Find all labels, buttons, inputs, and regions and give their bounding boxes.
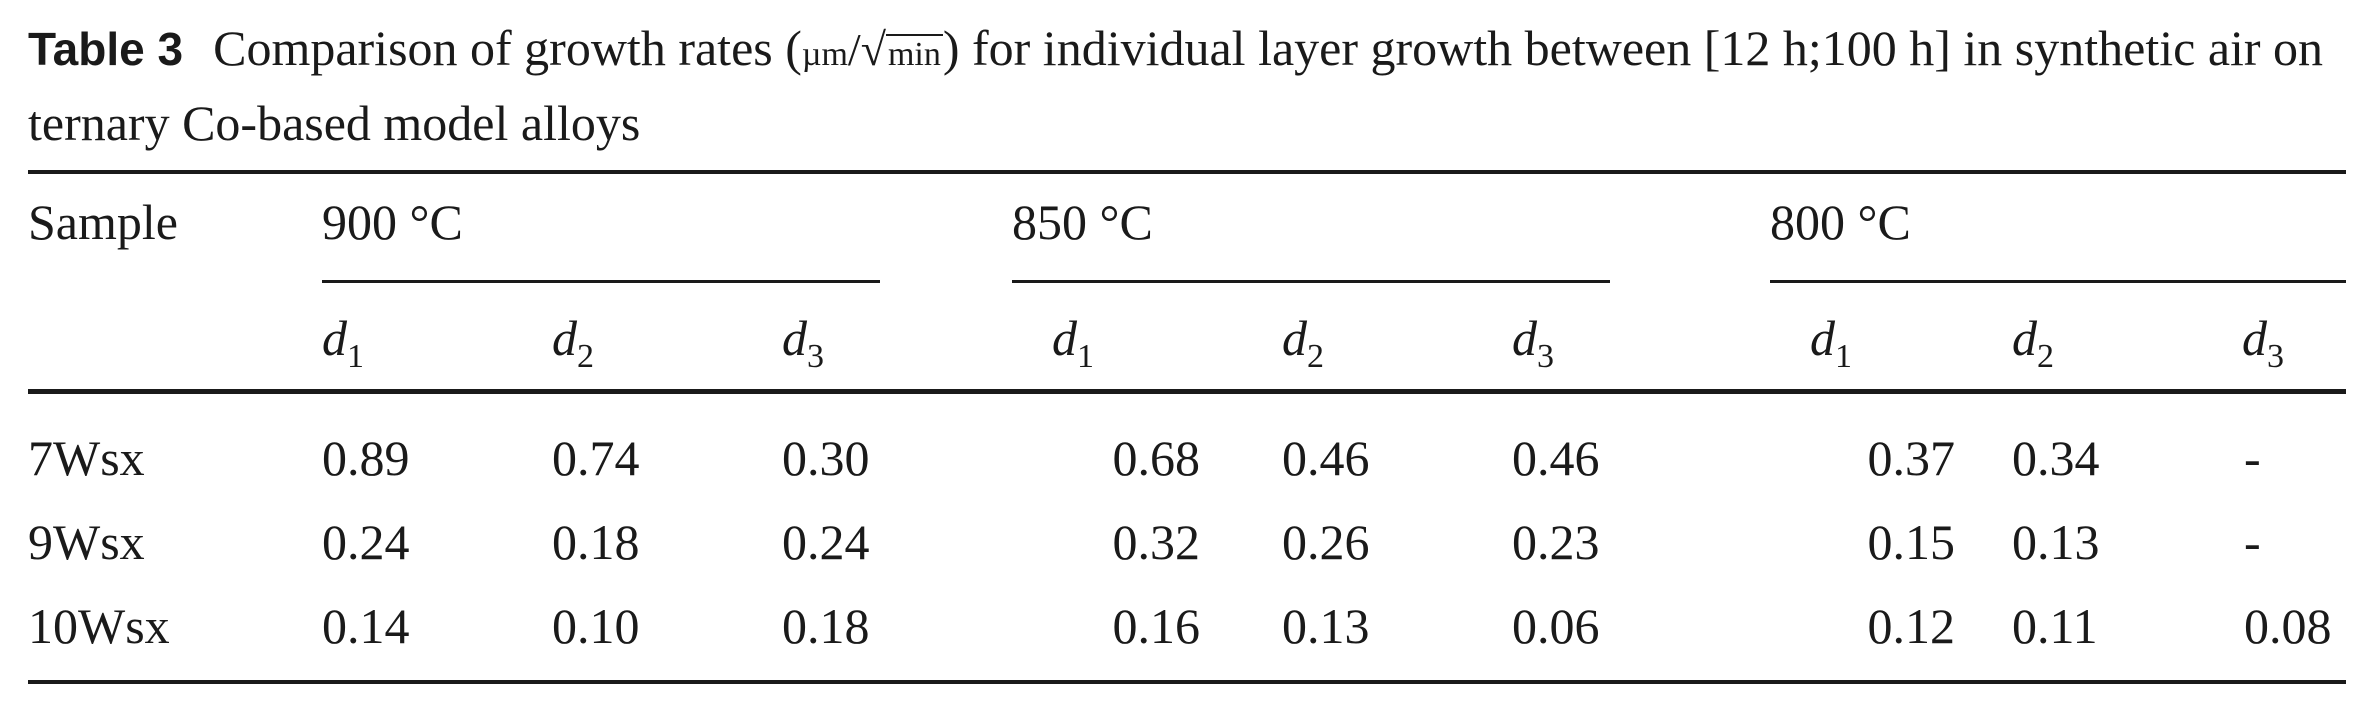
col-header-800-d3: d3 xyxy=(2242,308,2284,368)
cell-value: 0.46 xyxy=(1512,428,1600,488)
group-rule-800 xyxy=(1770,280,2346,283)
cell-value: - xyxy=(2244,512,2261,572)
cell-value: 0.18 xyxy=(782,596,870,656)
temp-header-850: 850 °C xyxy=(1012,192,1153,252)
cell-value: 0.30 xyxy=(782,428,870,488)
col-header-800-d2: d2 xyxy=(2012,308,2054,368)
cell-value: 0.13 xyxy=(2012,512,2100,572)
group-rule-900 xyxy=(322,280,880,283)
col-header-900-d3: d3 xyxy=(782,308,824,368)
cell-value: 0.13 xyxy=(1282,596,1370,656)
cell-value: 0.34 xyxy=(2012,428,2100,488)
temp-header-900: 900 °C xyxy=(322,192,463,252)
col-header-900-d2: d2 xyxy=(552,308,594,368)
row-sample-10wsx: 10Wsx xyxy=(28,596,170,656)
cell-value: 0.89 xyxy=(322,428,410,488)
cell-value: 0.08 xyxy=(2244,596,2332,656)
sample-header: Sample xyxy=(28,192,178,252)
cell-value: 0.15 xyxy=(1755,512,1955,572)
cell-value: 0.32 xyxy=(1000,512,1200,572)
table-label: Table 3 xyxy=(28,23,183,75)
cell-value: 0.68 xyxy=(1000,428,1200,488)
table-bottom-rule xyxy=(28,680,2346,684)
cell-value: 0.24 xyxy=(782,512,870,572)
cell-value: 0.24 xyxy=(322,512,410,572)
caption-text-start: Comparison of growth rates ( xyxy=(213,20,802,76)
cell-value: 0.16 xyxy=(1000,596,1200,656)
cell-value: 0.11 xyxy=(2012,596,2098,656)
table-caption: Table 3 Comparison of growth rates (µm/√m… xyxy=(28,14,2348,157)
col-header-800-d1: d1 xyxy=(1810,308,1852,368)
cell-value: 0.23 xyxy=(1512,512,1600,572)
cell-value: 0.18 xyxy=(552,512,640,572)
cell-value: 0.12 xyxy=(1755,596,1955,656)
row-sample-9wsx: 9Wsx xyxy=(28,512,145,572)
cell-value: 0.26 xyxy=(1282,512,1370,572)
header-bottom-rule xyxy=(28,389,2346,394)
cell-value: 0.10 xyxy=(552,596,640,656)
temp-header-800: 800 °C xyxy=(1770,192,1911,252)
col-header-850-d1: d1 xyxy=(1052,308,1094,368)
cell-value: - xyxy=(2244,428,2261,488)
cell-value: 0.06 xyxy=(1512,596,1600,656)
group-rule-850 xyxy=(1012,280,1610,283)
row-sample-7wsx: 7Wsx xyxy=(28,428,145,488)
col-header-850-d3: d3 xyxy=(1512,308,1554,368)
growth-rate-unit: µm/√min xyxy=(802,36,943,73)
col-header-900-d1: d1 xyxy=(322,308,364,368)
cell-value: 0.37 xyxy=(1755,428,1955,488)
cell-value: 0.74 xyxy=(552,428,640,488)
col-header-850-d2: d2 xyxy=(1282,308,1324,368)
cell-value: 0.46 xyxy=(1282,428,1370,488)
cell-value: 0.14 xyxy=(322,596,410,656)
table-top-rule xyxy=(28,170,2346,174)
